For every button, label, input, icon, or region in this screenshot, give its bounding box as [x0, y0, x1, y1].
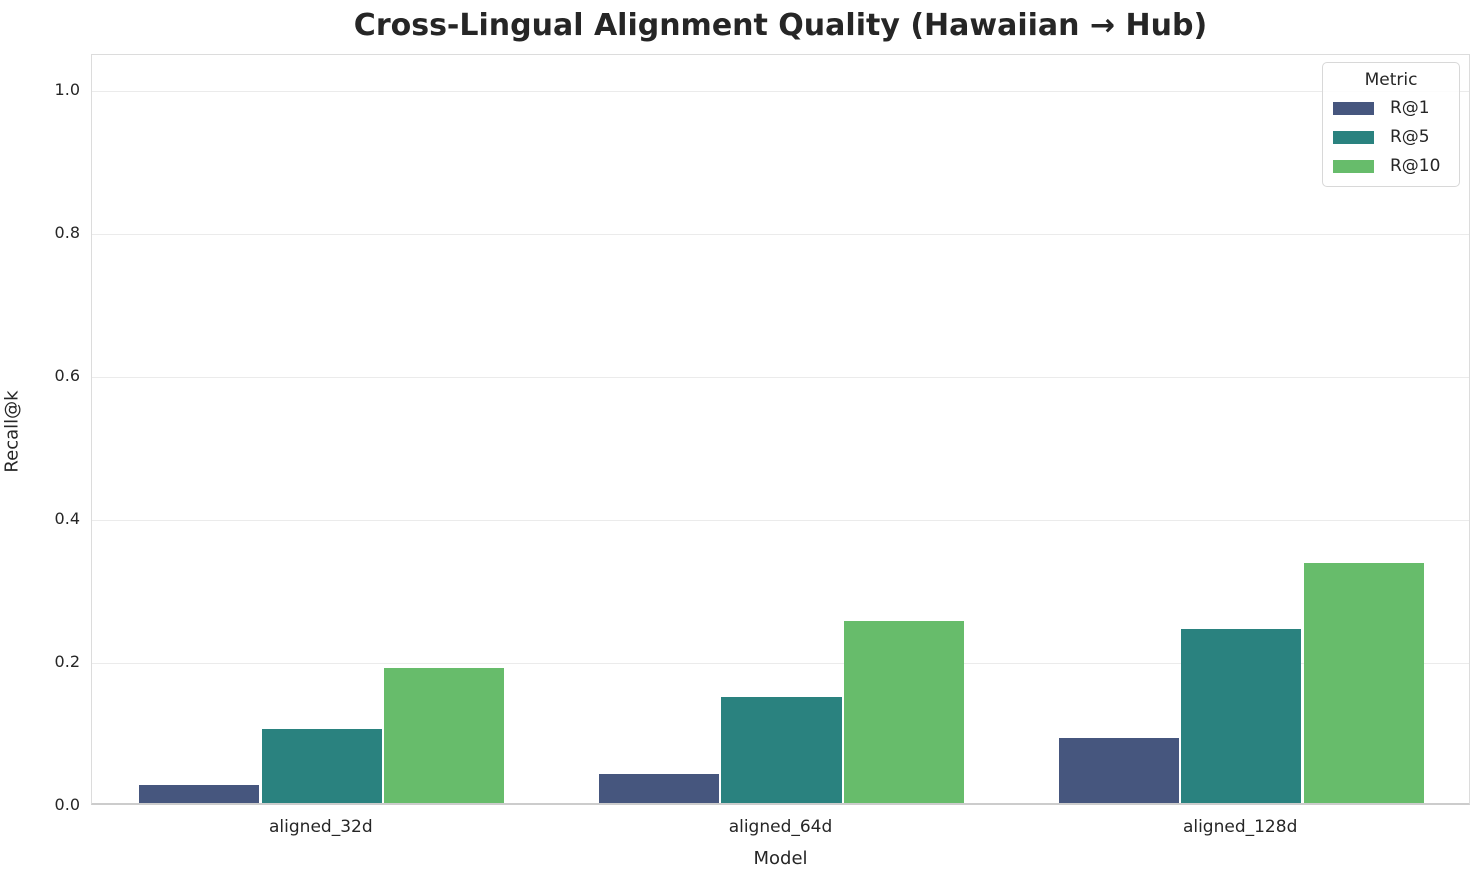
- legend: Metric R@1 R@5 R@10: [1322, 62, 1460, 187]
- bar-aligned_64d-R@1: [598, 773, 719, 803]
- gridline-y-0.8: [92, 233, 1469, 235]
- legend-title: Metric: [1364, 70, 1418, 90]
- bar-aligned_128d-R@1: [1058, 737, 1179, 803]
- legend-label-R@5: R@5: [1390, 127, 1430, 147]
- bar-aligned_64d-R@5: [721, 697, 842, 803]
- legend-item-R@5: R@5: [1333, 126, 1449, 148]
- gridline-y-0.6: [92, 376, 1469, 378]
- legend-swatch-R@5: [1333, 130, 1374, 144]
- ytick-label-0.2: 0.2: [54, 651, 80, 671]
- xtick-label-aligned_32d: aligned_32d: [269, 817, 373, 837]
- ytick-label-1.0: 1.0: [54, 79, 80, 99]
- bar-aligned_128d-R@10: [1303, 563, 1424, 803]
- gridline-y-0.2: [92, 662, 1469, 664]
- bar-aligned_128d-R@5: [1181, 629, 1302, 803]
- ytick-label-0.4: 0.4: [54, 508, 80, 528]
- plot-area: [91, 54, 1470, 805]
- gridline-y-0.4: [92, 519, 1469, 521]
- legend-item-R@1: R@1: [1333, 97, 1449, 119]
- gridline-y-1: [92, 90, 1469, 92]
- bar-aligned_32d-R@10: [384, 667, 505, 803]
- chart-title: Cross-Lingual Alignment Quality (Hawaiia…: [353, 8, 1208, 43]
- legend-swatch-R@10: [1333, 159, 1374, 173]
- legend-item-R@10: R@10: [1333, 155, 1449, 177]
- legend-label-R@10: R@10: [1390, 156, 1441, 176]
- ytick-label-0.0: 0.0: [54, 795, 80, 814]
- xtick-label-aligned_128d: aligned_128d: [1182, 817, 1298, 837]
- x-axis-label: Model: [753, 848, 808, 869]
- legend-label-R@1: R@1: [1390, 98, 1430, 118]
- ytick-label-0.6: 0.6: [54, 365, 80, 385]
- xtick-label-aligned_64d: aligned_64d: [728, 817, 833, 837]
- bar-aligned_64d-R@10: [844, 620, 965, 803]
- legend-swatch-R@1: [1333, 101, 1374, 115]
- bar-aligned_32d-R@1: [139, 785, 260, 803]
- bar-aligned_32d-R@5: [261, 729, 382, 803]
- legend-items: R@1 R@5 R@10: [1333, 97, 1449, 177]
- ytick-label-0.8: 0.8: [54, 222, 80, 242]
- y-axis-label: Recall@k: [1, 390, 23, 473]
